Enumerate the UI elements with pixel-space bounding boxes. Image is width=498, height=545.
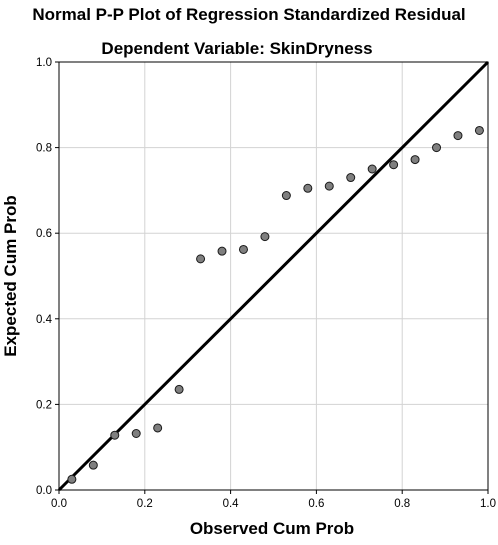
chart-title: Normal P-P Plot of Regression Standardiz… (32, 5, 465, 24)
y-axis-ticks: 0.0 0.2 0.4 0.6 0.8 1.0 (36, 57, 59, 497)
data-point (88, 460, 98, 470)
data-point (346, 173, 356, 183)
y-tick-label: 0.4 (36, 314, 53, 326)
x-tick-label: 0.0 (51, 498, 67, 510)
data-point (303, 183, 313, 193)
data-points (67, 125, 484, 484)
data-point (153, 423, 163, 433)
x-tick-label: 0.4 (223, 498, 240, 510)
x-tick-label: 1.0 (480, 498, 496, 510)
data-point (367, 164, 377, 174)
plot-area (58, 61, 489, 491)
y-tick-label: 0.2 (36, 399, 52, 411)
y-tick-label: 1.0 (36, 57, 52, 69)
data-point (281, 191, 291, 201)
x-axis-ticks: 0.0 0.2 0.4 0.6 0.8 1.0 (51, 490, 496, 510)
data-point (110, 430, 120, 440)
data-point (217, 246, 227, 256)
data-point (260, 232, 270, 242)
data-point (238, 244, 248, 254)
x-tick-label: 0.6 (308, 498, 324, 510)
data-point (453, 131, 463, 141)
data-point (131, 429, 141, 439)
data-point (196, 254, 206, 264)
data-point (324, 181, 334, 191)
x-tick-label: 0.8 (394, 498, 410, 510)
y-tick-label: 0.0 (36, 485, 52, 497)
data-point (67, 474, 77, 484)
y-tick-label: 0.6 (36, 228, 52, 240)
y-axis-title: Expected Cum Prob (1, 195, 20, 357)
data-point (389, 160, 399, 170)
data-point (432, 143, 442, 153)
data-point (174, 384, 184, 394)
x-axis-title: Observed Cum Prob (190, 519, 354, 538)
y-tick-label: 0.8 (36, 143, 52, 155)
reference-line (57, 60, 490, 492)
chart-subtitle: Dependent Variable: SkinDryness (101, 39, 372, 58)
data-point (474, 125, 484, 135)
x-tick-label: 0.2 (137, 498, 153, 510)
data-point (410, 155, 420, 165)
